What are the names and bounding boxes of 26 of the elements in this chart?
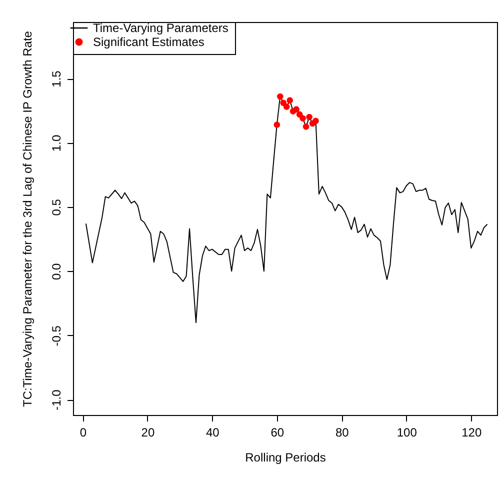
point <box>276 93 284 100</box>
x-tick-label: 20 <box>141 426 155 440</box>
y-axis-title: TC:Time-Varying Parameter for the 3rd Lag of Chinese IP Growth Rate <box>20 30 34 407</box>
y-tick-label: -0.5 <box>50 325 64 346</box>
y-tick-label: 0.0 <box>50 262 64 280</box>
point <box>300 115 306 122</box>
point <box>286 97 294 104</box>
x-tick-label: 100 <box>396 426 418 440</box>
x-tick-label: 80 <box>335 426 350 440</box>
point <box>312 118 319 124</box>
legend-label: Time-Varying Parameters <box>93 21 228 35</box>
point <box>302 124 310 130</box>
y-tick-label: 1.5 <box>50 70 64 88</box>
x-axis-title: Rolling Periods <box>245 450 326 464</box>
x-tick-label: 120 <box>462 426 482 440</box>
x-tick-label: 0 <box>80 426 87 440</box>
y-tick-label: 0.5 <box>50 198 64 216</box>
legend-label: Significant Estimates <box>93 35 204 49</box>
point <box>306 114 312 120</box>
x-tick-label: 60 <box>270 426 284 440</box>
y-tick-label: -1.0 <box>50 389 64 410</box>
y-tick-label: 1.0 <box>50 134 64 152</box>
point <box>274 122 280 128</box>
point <box>293 106 300 112</box>
point <box>283 104 290 110</box>
x-tick-label: 40 <box>206 426 220 440</box>
